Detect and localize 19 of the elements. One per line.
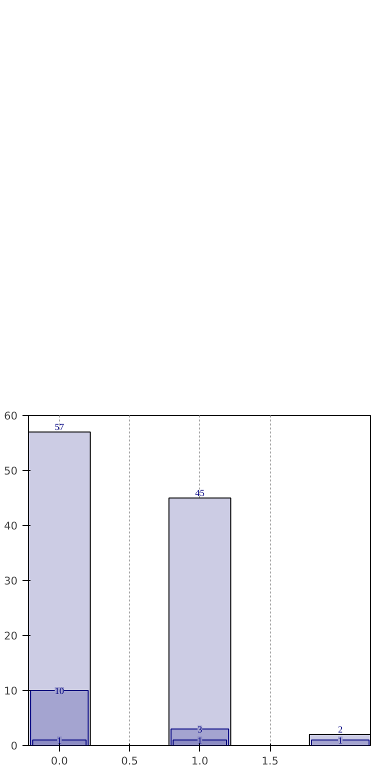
- data-label: 2: [338, 726, 343, 736]
- x-tick-label: 0.0: [50, 754, 68, 768]
- y-tick-label: 40: [4, 520, 18, 532]
- y-tick-label: 0: [10, 740, 18, 752]
- y-tick-label: 20: [4, 630, 18, 642]
- data-label: 1: [57, 736, 62, 746]
- x-tick-label: 1.5: [262, 754, 279, 768]
- x-tick-label: 0.5: [121, 754, 138, 768]
- y-tick-label: 60: [4, 410, 18, 422]
- y-tick-label: 10: [4, 684, 18, 698]
- data-label: 57: [54, 423, 64, 433]
- data-label: 10: [54, 687, 64, 697]
- data-label: 3: [198, 726, 203, 736]
- y-tick-label: 30: [4, 574, 18, 588]
- y-tick-label: 50: [4, 464, 18, 478]
- x-tick-label: 1.0: [191, 754, 209, 768]
- data-label: 1: [198, 736, 203, 746]
- data-label: 1: [338, 736, 343, 746]
- data-label: 45: [195, 489, 205, 499]
